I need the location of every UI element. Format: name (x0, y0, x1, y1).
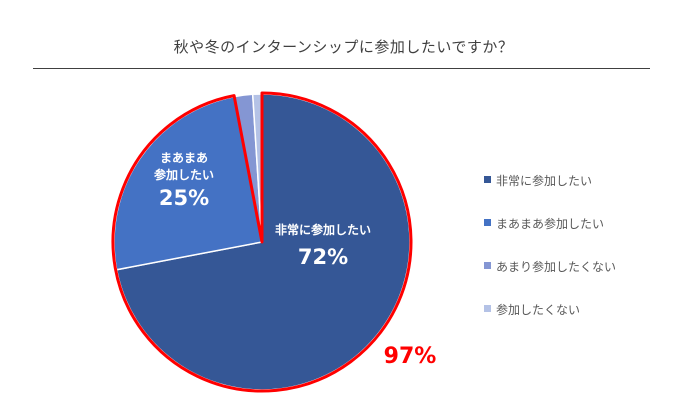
legend-swatch (484, 176, 491, 183)
legend: 非常に参加したい まあまあ参加したい あまり参加したくない 参加したくない (484, 172, 616, 344)
pie-data-labels: 非常に参加したい 72% まあまあ参加したい 25% (154, 151, 371, 269)
legend-item: まあまあ参加したい (484, 215, 616, 258)
legend-item: 非常に参加したい (484, 172, 616, 215)
legend-item: 参加したくない (484, 301, 616, 344)
highlight-annotation: 97% (384, 344, 437, 369)
legend-swatch (484, 305, 491, 312)
title-divider (33, 68, 650, 69)
legend-swatch (484, 262, 491, 269)
legend-label: 参加したくない (496, 303, 581, 317)
data-label-name: 非常に参加したい (275, 222, 371, 237)
legend-label: あまり参加したくない (496, 260, 617, 274)
chart-title: 秋や冬のインターンシップに参加したいですか？ (173, 38, 514, 56)
highlight-outline (111, 91, 413, 393)
data-label-name: まあまあ (160, 151, 208, 165)
legend-swatch (484, 219, 491, 226)
legend-item: あまり参加したくない (484, 258, 616, 301)
data-label-name: 参加したい (154, 167, 214, 182)
legend-label: まあまあ参加したい (496, 217, 605, 231)
data-label-value: 25% (159, 186, 209, 210)
data-label-value: 72% (298, 245, 348, 269)
legend-label: 非常に参加したい (496, 174, 593, 188)
